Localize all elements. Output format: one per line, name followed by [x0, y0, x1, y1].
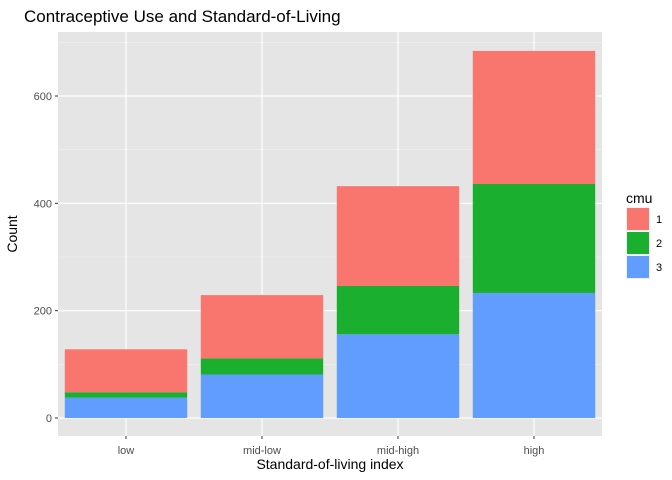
x-axis-title: Standard-of-living index [256, 456, 403, 472]
chart-title: Contraceptive Use and Standard-of-Living [24, 7, 341, 26]
x-tick-label-high: high [524, 445, 545, 457]
bar-low-cmu-1 [64, 349, 188, 393]
bar-mid-low-cmu-1 [200, 295, 324, 359]
bar-high-cmu-2 [472, 184, 596, 293]
legend-swatch-2 [627, 232, 649, 254]
bar-mid-high-cmu-2 [336, 285, 460, 335]
x-tick-label-mid-low: mid-low [243, 445, 281, 457]
bar-mid-high-cmu-3 [336, 334, 460, 418]
bar-mid-low-cmu-2 [200, 358, 324, 375]
bar-high-cmu-3 [472, 292, 596, 418]
bars [64, 50, 596, 418]
bar-mid-high-cmu-1 [336, 186, 460, 286]
y-tick-label: 200 [34, 306, 52, 318]
x-tick-label-low: low [118, 445, 135, 457]
y-axis-title: Count [4, 215, 20, 252]
legend-swatch-1 [627, 208, 649, 230]
y-axis: 0 200 400 600 [34, 91, 58, 425]
x-axis: low mid-low mid-high high [118, 436, 545, 457]
legend-title: cmu [626, 190, 652, 206]
x-tick-label-mid-high: mid-high [377, 445, 419, 457]
y-tick-label: 600 [34, 91, 52, 103]
legend-swatch-3 [627, 256, 649, 278]
legend: cmu 1 2 3 [626, 190, 662, 279]
bar-mid-low-cmu-3 [200, 374, 324, 418]
y-tick-label: 0 [46, 413, 52, 425]
y-tick-label: 400 [34, 198, 52, 210]
bar-low-cmu-3 [64, 397, 188, 418]
bar-low-cmu-2 [64, 392, 188, 398]
legend-label-1: 1 [656, 214, 662, 226]
legend-label-3: 3 [656, 262, 662, 274]
legend-label-2: 2 [656, 238, 662, 250]
bar-high-cmu-1 [472, 50, 596, 185]
